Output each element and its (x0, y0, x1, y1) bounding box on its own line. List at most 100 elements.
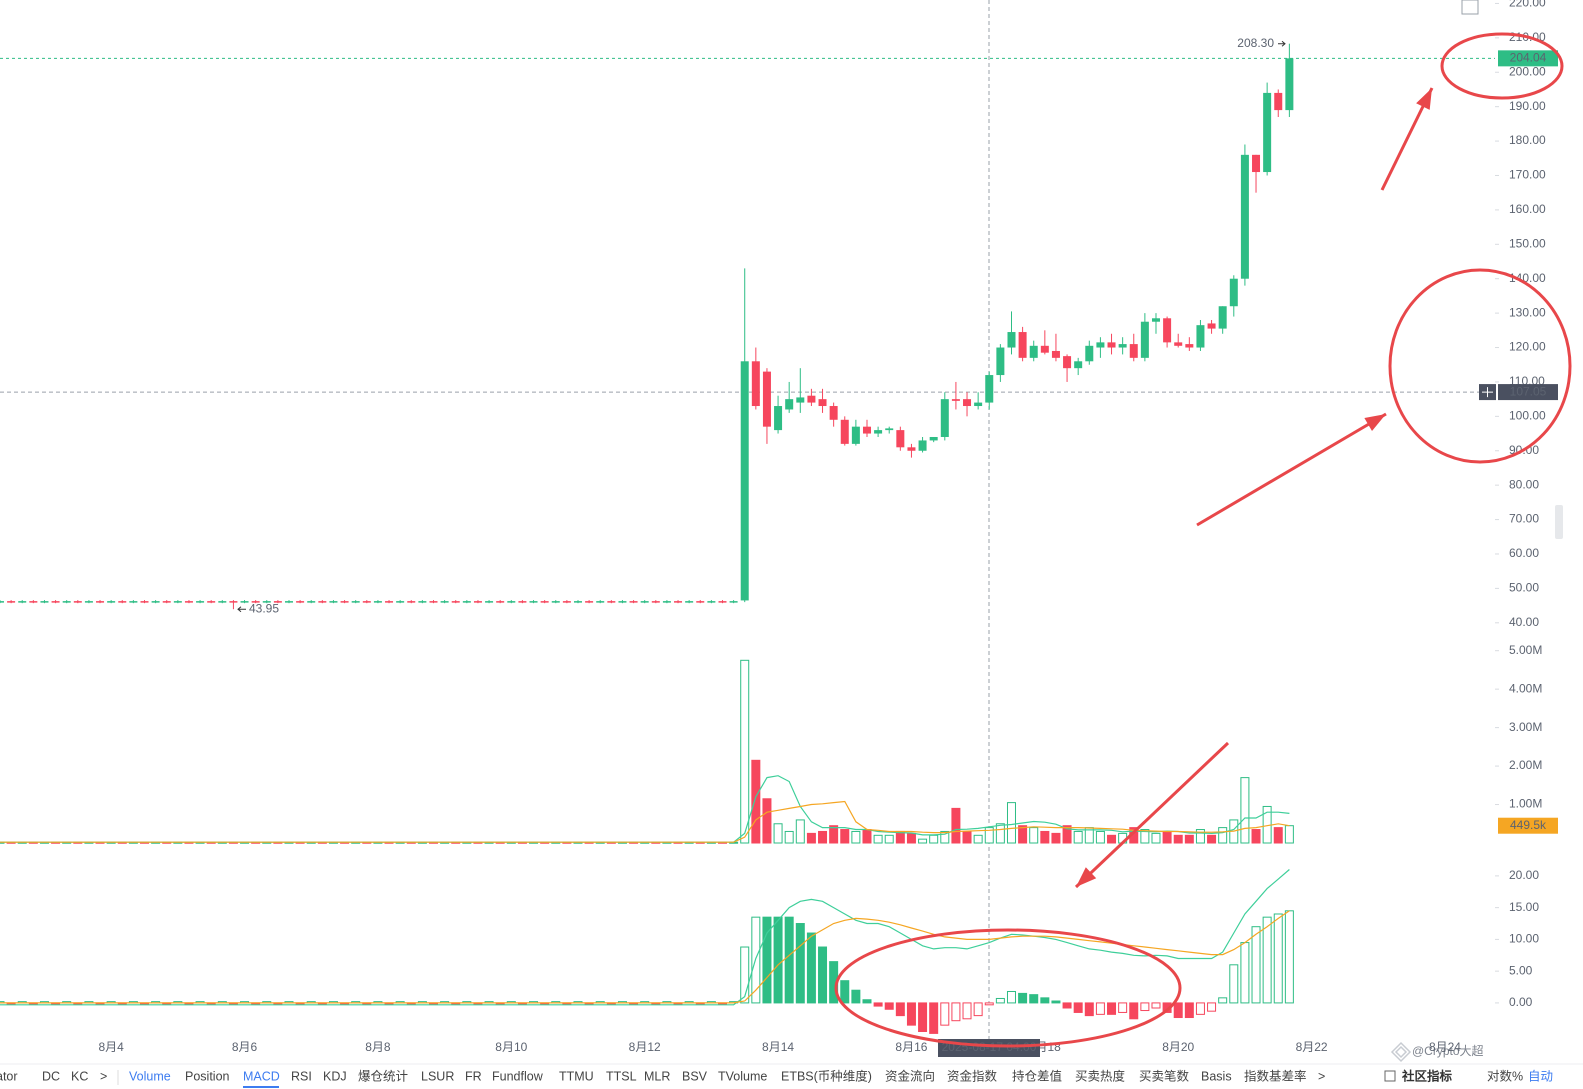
indicator-tab[interactable]: > (100, 1069, 107, 1083)
y-tick-label: 5.00 (1509, 963, 1533, 977)
candle-body (1063, 356, 1072, 369)
crosshair-plus (1482, 387, 1493, 398)
candle-body (362, 601, 371, 603)
candle-body (1207, 323, 1216, 329)
candle-body (774, 406, 783, 431)
candle-body (451, 601, 460, 603)
indicator-tab[interactable]: 资金指数 (947, 1068, 998, 1083)
indicator-tab[interactable]: Volume (129, 1069, 171, 1083)
indicator-tab[interactable]: 持仓差值 (1012, 1068, 1062, 1083)
candle-body (329, 601, 338, 603)
candle-body (874, 430, 883, 434)
x-tick-label: 8月12 (629, 1040, 661, 1054)
macd-bar (1006, 990, 1016, 1004)
candle-body (829, 406, 838, 420)
x-tick-label: 8月4 (98, 1040, 124, 1054)
candle-body (551, 601, 560, 603)
volume-bar (740, 659, 750, 844)
macd-bar (851, 989, 861, 1004)
macd-bar (940, 1002, 950, 1026)
indicator-tab[interactable]: 买卖笔数 (1139, 1068, 1190, 1083)
candle-body (674, 601, 683, 603)
macd-bar (1062, 1002, 1072, 1009)
indicator-tab[interactable]: 指数基差率 (1244, 1068, 1307, 1083)
last-price-label: 204.04 (1510, 51, 1547, 65)
fullscreen-icon[interactable] (1461, 0, 1479, 15)
volume-bar (995, 823, 1005, 844)
y-tick-label: 190.00 (1509, 99, 1546, 113)
volume-bar (806, 832, 816, 844)
indicator-tab[interactable]: MLR (644, 1069, 670, 1083)
indicator-tab[interactable]: DC (42, 1069, 60, 1083)
candle-body (929, 436, 938, 441)
indicator-tab[interactable]: 资金流向 (885, 1068, 935, 1083)
candle-body (607, 601, 616, 603)
macd-bar (951, 1002, 961, 1022)
indicator-tab[interactable]: MACD (243, 1069, 280, 1083)
y-tick-label: 80.00 (1509, 477, 1539, 491)
macd-bar (1207, 1002, 1217, 1012)
candle-body (662, 601, 671, 603)
high-label: 208.30 (1237, 36, 1274, 50)
candle-body (785, 399, 794, 410)
toolbar-option[interactable]: 自动 (1528, 1069, 1553, 1083)
candle-body (462, 601, 471, 603)
volume-bar (1173, 834, 1183, 844)
toolbar-option[interactable]: 社区指标 (1401, 1068, 1453, 1083)
candle-body (974, 402, 983, 407)
volume-bar (1107, 834, 1117, 844)
indicator-tab[interactable]: KDJ (323, 1069, 347, 1083)
indicator-tab[interactable]: Position (185, 1069, 230, 1083)
macd-bar (795, 923, 805, 1004)
macd-bar (995, 997, 1005, 1004)
indicator-tab[interactable]: ETBS(币种维度) (781, 1068, 872, 1083)
macd-bar (0, 1001, 5, 1004)
indicator-tab[interactable]: LSUR (421, 1069, 454, 1083)
macd-bar (918, 1002, 928, 1033)
watermark-logo (1390, 1041, 1412, 1063)
candle-body (618, 601, 627, 603)
candle-body (718, 601, 727, 603)
indicator-tab[interactable]: TTSL (606, 1069, 637, 1083)
indicator-tab[interactable]: Basis (1201, 1069, 1232, 1083)
candle-body (1240, 154, 1249, 279)
indicator-tab[interactable]: 买卖热度 (1075, 1068, 1126, 1083)
community-icon[interactable] (1384, 1070, 1396, 1082)
indicator-tab[interactable]: Fundflow (492, 1069, 544, 1083)
highlight-circle (1388, 268, 1572, 464)
highlight-arrowhead (1416, 88, 1432, 110)
indicator-tab[interactable]: KC (71, 1069, 88, 1083)
toolbar-option[interactable]: % (1512, 1069, 1523, 1083)
indicator-tab[interactable]: ator (0, 1069, 18, 1083)
macd-bar (1284, 910, 1294, 1004)
volume-bar (962, 830, 972, 844)
indicator-tab[interactable]: FR (465, 1069, 482, 1083)
volume-bar (751, 759, 761, 844)
candle-body (540, 601, 549, 603)
indicator-tab[interactable]: > (1318, 1069, 1325, 1083)
candle-body (473, 601, 482, 603)
toolbar-option[interactable]: 对数 (1487, 1068, 1513, 1083)
candle-body (118, 601, 127, 603)
indicator-tab[interactable]: RSI (291, 1069, 312, 1083)
indicator-tab[interactable]: 爆仓统计 (358, 1069, 408, 1083)
volume-bar (873, 834, 883, 844)
macd-bar (1118, 1002, 1128, 1013)
indicator-tab[interactable]: TVolume (718, 1069, 767, 1083)
volume-bar (1095, 830, 1105, 844)
candle-body (29, 601, 38, 603)
candle-body (1274, 92, 1283, 111)
x-tick-label: 8月14 (762, 1040, 794, 1054)
candle-body (685, 601, 694, 603)
indicator-tab[interactable]: BSV (682, 1069, 708, 1083)
indicator-tab[interactable]: TTMU (559, 1069, 594, 1083)
volume-bar (1184, 834, 1194, 844)
candle-body (284, 601, 293, 603)
y-tick-label: 4.00M (1509, 681, 1542, 695)
y-tick-label: 10.00 (1509, 932, 1539, 946)
low-arrow (237, 606, 246, 613)
side-handle[interactable] (1555, 505, 1563, 539)
candle-body (40, 601, 49, 603)
candle-body (1218, 306, 1227, 329)
y-tick-label: 3.00M (1509, 720, 1542, 734)
